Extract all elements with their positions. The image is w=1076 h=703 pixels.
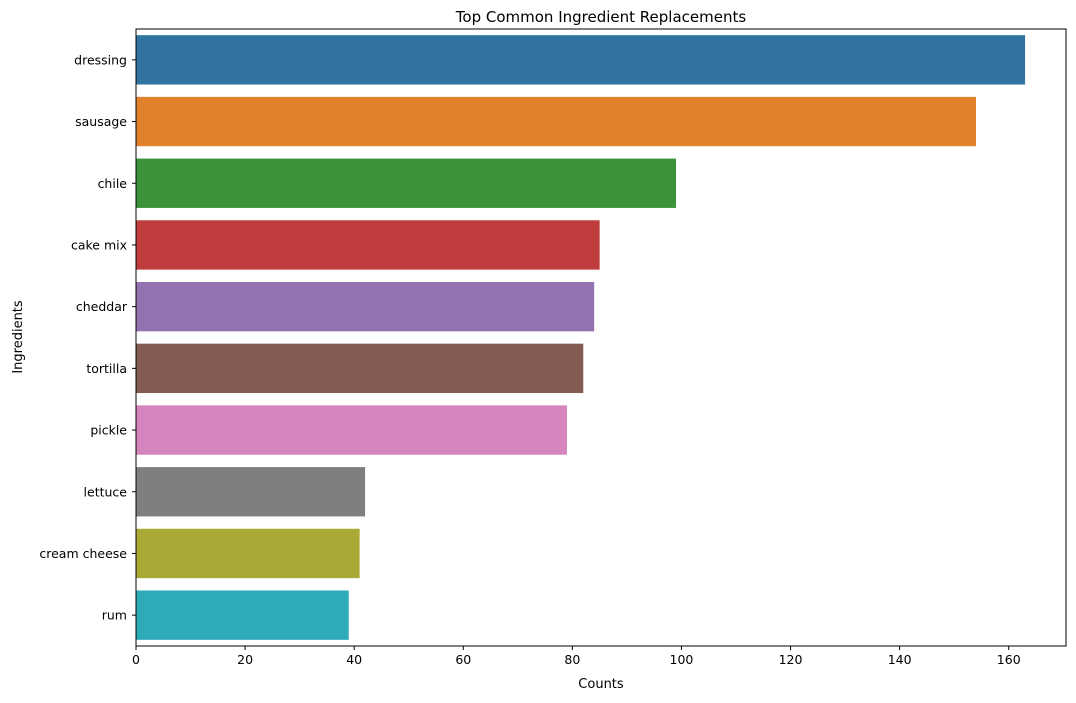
bar-sausage (136, 96, 976, 147)
y-tick-label: sausage (75, 114, 127, 129)
bar-cheddar (136, 281, 595, 332)
x-axis-label: Counts (578, 677, 624, 692)
x-tick-label: 40 (346, 652, 362, 667)
bar-cake-mix (136, 220, 600, 270)
y-tick-label: cheddar (76, 299, 128, 314)
x-tick-label: 160 (997, 652, 1021, 667)
y-tick-label: dressing (74, 52, 127, 67)
y-axis-label: Ingredients (11, 300, 26, 374)
y-tick-label: lettuce (84, 484, 128, 499)
bar-rum (136, 590, 349, 640)
x-tick-label: 20 (237, 652, 253, 667)
bar-lettuce (136, 467, 366, 517)
bar-tortilla (136, 343, 584, 394)
x-tick-label: 0 (132, 652, 140, 667)
x-tick-label: 80 (564, 652, 580, 667)
plot-frame (135, 28, 1067, 647)
x-tick-label: 100 (670, 652, 694, 667)
bar-dressing (136, 35, 1026, 85)
y-tick-label: cake mix (71, 237, 127, 252)
y-tick-label: cream cheese (39, 546, 127, 561)
y-tick-label: tortilla (86, 361, 127, 376)
y-tick-label: rum (102, 608, 127, 623)
x-tick-label: 120 (779, 652, 803, 667)
bar-pickle (136, 405, 567, 455)
y-tick-label: chile (98, 176, 128, 191)
bar-chile (136, 158, 676, 208)
chart-title: Top Common Ingredient Replacements (455, 8, 747, 26)
x-tick-label: 60 (455, 652, 471, 667)
y-tick-label: pickle (90, 423, 127, 438)
bar-cream-cheese (136, 528, 360, 579)
x-axis-ticks: 0 20 40 60 80 100 120 140 160 (132, 646, 1021, 667)
y-axis-ticks: dressing sausage chile cake mix cheddar torti… (39, 52, 136, 623)
x-tick-label: 140 (888, 652, 912, 667)
bars-group (136, 35, 1026, 640)
